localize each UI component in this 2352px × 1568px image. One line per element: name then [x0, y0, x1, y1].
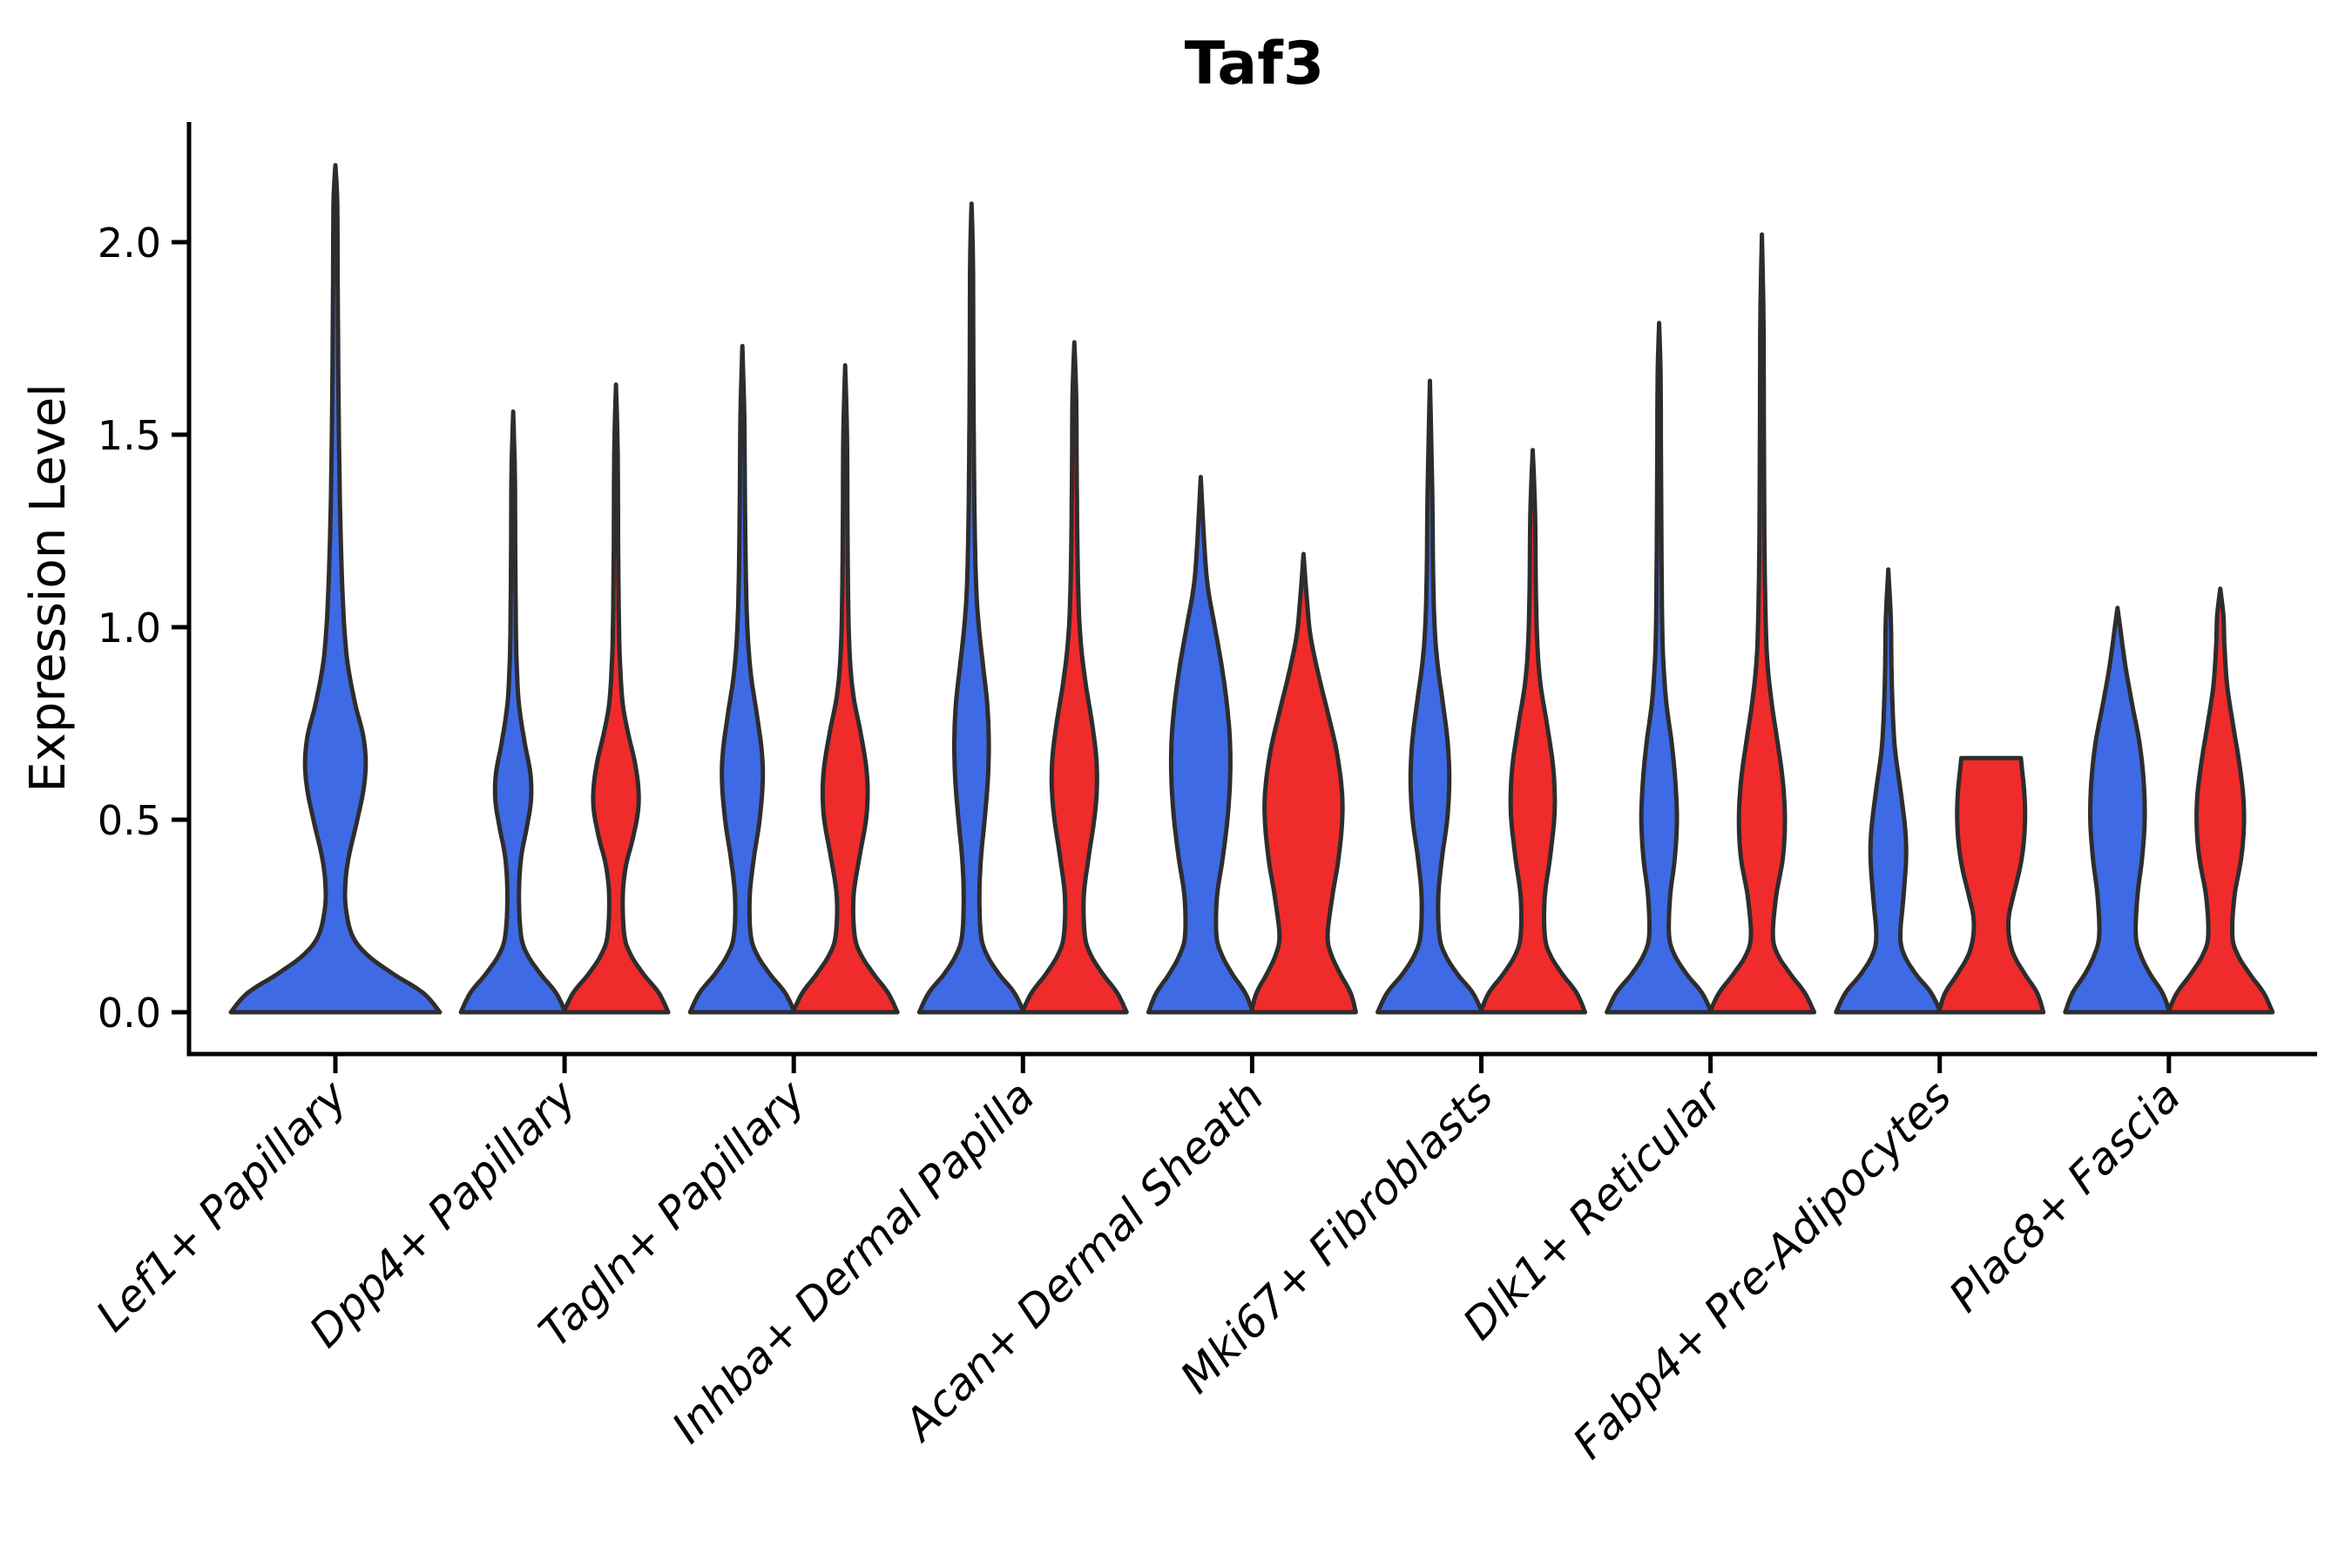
- violin-fabp4-pre-adipocytes-blue: [1834, 567, 1943, 1015]
- violin-fabp4-pre-adipocytes-red: [1936, 755, 2046, 1015]
- violin-dlk1-reticular-red: [1707, 232, 1817, 1015]
- y-axis-label: Expression Level: [20, 383, 77, 793]
- y-tick-label: 1.0: [98, 605, 161, 652]
- violin-dlk1-reticular-blue: [1605, 321, 1714, 1015]
- violin-acan-dermal-sheath-blue: [1146, 475, 1255, 1015]
- y-tick-label: 0.0: [98, 990, 161, 1037]
- violin-lef1-papillary-blue: [228, 163, 443, 1015]
- x-tick-label-inhba-dermal-papilla: Inhba+ Dermal Papilla: [662, 1071, 1044, 1452]
- x-tick-label-fabp4-pre-adipocytes: Fabp4+ Pre-Adipocytes: [1564, 1071, 1962, 1469]
- y-tick-label: 0.5: [98, 797, 161, 844]
- y-tick-label: 2.0: [98, 220, 161, 267]
- violin-dpp4-papillary-red: [561, 382, 671, 1015]
- violin-mki67-fibroblasts-blue: [1375, 378, 1484, 1015]
- violins: [228, 163, 2275, 1015]
- violin-tagln-papillary-red: [790, 362, 900, 1015]
- x-tick-label-acan-dermal-sheath: Acan+ Dermal Sheath: [893, 1071, 1274, 1451]
- axes: [172, 122, 2317, 1073]
- x-tick-label-plac8-fascia: Plac8+ Fascia: [1939, 1071, 2190, 1321]
- violin-plac8-fascia-red: [2166, 586, 2275, 1015]
- x-tick-label-lef1-papillary: Lef1+ Papillary: [86, 1070, 357, 1341]
- violin-acan-dermal-sheath-red: [1248, 551, 1358, 1015]
- violin-inhba-dermal-papilla-blue: [916, 201, 1026, 1015]
- violin-dpp4-papillary-blue: [458, 409, 568, 1015]
- violin-tagln-papillary-blue: [687, 343, 797, 1015]
- violin-plac8-fascia-blue: [2063, 605, 2173, 1015]
- y-tick-label: 1.5: [98, 412, 161, 459]
- chart-title: Taf3: [1185, 30, 1324, 98]
- violin-mki67-fibroblasts-red: [1478, 448, 1587, 1015]
- violin-inhba-dermal-papilla-red: [1019, 340, 1129, 1015]
